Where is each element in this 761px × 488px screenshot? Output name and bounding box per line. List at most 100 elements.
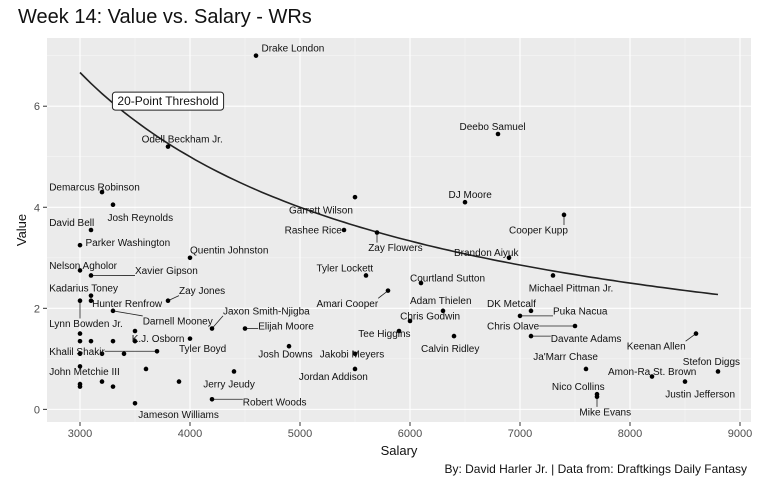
label-leader-line — [112, 310, 143, 317]
data-point — [99, 351, 105, 357]
point-label: Parker Washington — [86, 238, 171, 249]
y-tick-label: 4 — [34, 202, 40, 214]
point-label: Ja'Marr Chase — [533, 352, 598, 363]
data-point — [154, 348, 160, 354]
data-point — [561, 212, 567, 218]
point-label: Keenan Allen — [627, 342, 686, 353]
data-point — [99, 379, 105, 384]
point-label: Lynn Bowden Jr. — [49, 319, 123, 330]
point-label: Tyler Boyd — [179, 344, 226, 355]
point-label: Deebo Samuel — [460, 122, 526, 133]
point-label: Nelson Agholor — [49, 261, 117, 272]
data-point — [77, 351, 83, 357]
data-point — [594, 391, 600, 397]
y-axis-title: Value — [14, 214, 29, 246]
data-point — [506, 255, 512, 261]
point-label: Jerry Jeudy — [203, 380, 255, 391]
data-point — [385, 288, 391, 293]
point-label: David Bell — [49, 218, 94, 229]
point-label: Kadarius Toney — [49, 284, 118, 295]
point-label: Michael Pittman Jr. — [529, 284, 613, 295]
label-leader-line — [211, 315, 224, 329]
point-label: Zay Flowers — [368, 243, 422, 254]
data-point — [209, 396, 215, 402]
data-point — [77, 384, 83, 389]
point-label: Davante Adams — [551, 334, 622, 345]
data-point — [363, 273, 369, 278]
threshold-curve — [79, 71, 719, 296]
data-point — [407, 318, 413, 324]
minor-gridlines — [47, 38, 751, 422]
data-point — [341, 227, 347, 233]
point-label: Jaxon Smith-Njigba — [223, 306, 310, 317]
point-label: Courtland Sutton — [410, 274, 485, 285]
data-point — [550, 273, 556, 278]
data-point — [88, 273, 94, 278]
data-point — [374, 230, 380, 235]
point-label: John Metchie III — [49, 367, 120, 378]
data-point — [352, 194, 358, 200]
data-point — [77, 298, 83, 304]
data-point — [286, 343, 292, 349]
data-point — [352, 351, 358, 357]
data-point — [649, 374, 655, 379]
x-tick-label: 9000 — [728, 428, 752, 440]
x-axis-ticks: 3000 4000 5000 6000 7000 8000 9000 — [68, 422, 752, 440]
threshold-label: 20-Point Threshold — [117, 94, 218, 108]
data-point — [110, 338, 116, 344]
data-point — [88, 298, 94, 304]
point-label: Xavier Gipson — [135, 266, 198, 277]
point-labels: Drake London Deebo Samuel Odell Beckham Jr… — [49, 44, 740, 421]
data-point — [253, 53, 259, 58]
point-label: DJ Moore — [449, 190, 493, 201]
point-label: Puka Nacua — [553, 306, 608, 317]
data-point — [352, 366, 358, 372]
x-tick-label: 6000 — [398, 428, 422, 440]
data-point — [121, 351, 127, 357]
point-label: Tyler Lockett — [317, 263, 374, 274]
point-label: Jameson Williams — [138, 410, 219, 421]
chart-caption: By: David Harler Jr. | Data from: Draftk… — [444, 462, 747, 476]
data-points — [77, 53, 721, 406]
point-label: Chris Olave — [487, 322, 540, 333]
point-label: Darnell Mooney — [143, 316, 213, 327]
point-label: Quentin Johnston — [190, 246, 268, 257]
y-tick-label: 2 — [34, 303, 40, 315]
point-label: Odell Beckham Jr. — [142, 135, 223, 146]
point-label: Robert Woods — [243, 397, 307, 408]
data-point — [88, 227, 94, 233]
point-label: Chris Godwin — [400, 311, 460, 322]
data-point — [143, 366, 149, 372]
data-point — [132, 328, 138, 334]
point-label: Tee Higgins — [358, 329, 410, 340]
point-label: Nico Collins — [552, 382, 605, 393]
data-point — [209, 326, 215, 331]
data-point — [187, 336, 193, 341]
point-label: Calvin Ridley — [421, 344, 479, 355]
data-point — [517, 313, 523, 319]
threshold-label-box: 20-Point Threshold — [111, 91, 225, 111]
point-label: Stefon Diggs — [683, 357, 740, 368]
data-point — [165, 144, 171, 149]
y-axis-ticks: 0 2 4 6 — [34, 101, 47, 416]
point-label: Garrett Wilson — [289, 205, 353, 216]
point-label: Demarcus Robinson — [49, 183, 140, 194]
point-label: Rashee Rice — [285, 226, 343, 237]
point-label: Mike Evans — [579, 407, 631, 418]
point-label: Jakobi Meyers — [320, 349, 384, 360]
data-point — [528, 308, 534, 314]
data-point — [715, 369, 721, 374]
point-label: Amari Cooper — [317, 299, 379, 310]
x-tick-label: 8000 — [618, 428, 642, 440]
point-label: Adam Thielen — [410, 296, 472, 307]
y-tick-label: 0 — [34, 404, 40, 416]
data-point — [99, 189, 105, 195]
point-label: Amon-Ra St. Brown — [608, 367, 696, 378]
point-label: Elijah Moore — [258, 322, 314, 333]
data-point — [176, 379, 182, 384]
chart-title: Week 14: Value vs. Salary - WRs — [18, 6, 312, 28]
data-point — [77, 364, 83, 369]
data-point — [418, 280, 424, 286]
point-label: Cooper Kupp — [509, 226, 568, 237]
